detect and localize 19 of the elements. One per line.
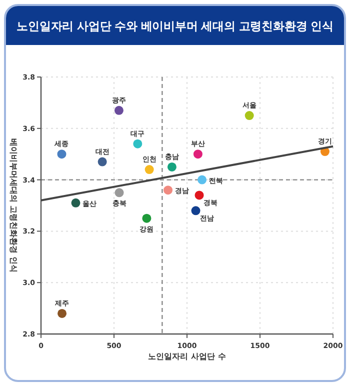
point: [114, 106, 124, 115]
chart-title: 노인일자리 사업단 수와 베이비부머 세대의 고령친화환경 인식: [6, 6, 344, 45]
point: [114, 188, 124, 198]
point: [144, 165, 154, 174]
point: [133, 139, 142, 148]
point: [164, 186, 173, 195]
point: [198, 175, 207, 184]
point: [167, 162, 176, 172]
point: [98, 157, 107, 166]
point: [58, 308, 67, 318]
point: [142, 214, 152, 223]
point: [191, 206, 200, 216]
point: [71, 198, 80, 208]
point: [244, 111, 254, 120]
point: [57, 150, 66, 159]
y-axis-title: 베이비부머세대의 고령친화환경 인식: [9, 138, 18, 272]
point: [193, 150, 202, 159]
point: [194, 190, 204, 200]
x-axis-title: 노인일자리 사업단 수: [148, 352, 226, 361]
